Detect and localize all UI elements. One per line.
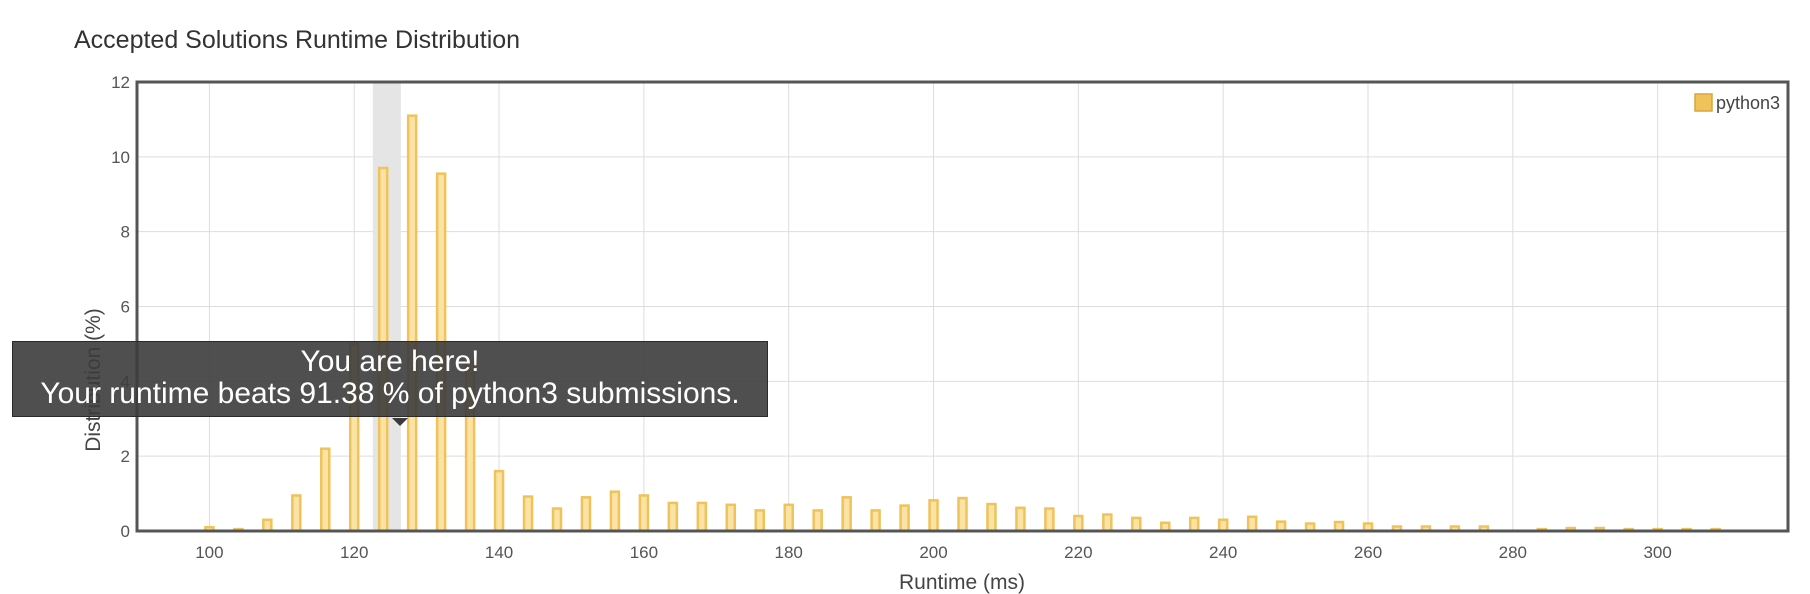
bar[interactable] <box>291 494 302 533</box>
x-tick-label: 180 <box>775 543 803 562</box>
x-tick-label: 100 <box>195 543 223 562</box>
x-tick-label: 140 <box>485 543 513 562</box>
bar[interactable] <box>1102 513 1113 533</box>
y-tick-label: 6 <box>121 298 130 317</box>
legend[interactable]: python3 <box>1694 93 1780 113</box>
runtime-tooltip: You are here! Your runtime beats 91.38 %… <box>12 341 768 426</box>
chart-title: Accepted Solutions Runtime Distribution <box>74 26 520 54</box>
bar[interactable] <box>1044 507 1055 533</box>
x-tick-label: 240 <box>1209 543 1237 562</box>
y-tick-label: 2 <box>121 447 130 466</box>
tooltip-message: Your runtime beats 91.38 % of python3 su… <box>40 377 740 410</box>
bar[interactable] <box>812 509 823 533</box>
bar[interactable] <box>493 469 505 533</box>
x-tick-label: 220 <box>1064 543 1092 562</box>
bar[interactable] <box>522 495 534 533</box>
bar[interactable] <box>841 496 852 533</box>
bar[interactable] <box>754 509 765 533</box>
y-tick-label: 8 <box>121 223 130 242</box>
bar[interactable] <box>609 490 621 533</box>
legend-swatch <box>1694 93 1713 112</box>
legend-label: python3 <box>1716 93 1780 113</box>
tooltip-pointer <box>392 418 408 426</box>
bar[interactable] <box>1188 516 1200 533</box>
x-tick-label: 120 <box>340 543 368 562</box>
bar[interactable] <box>783 503 794 533</box>
bar[interactable] <box>928 499 939 533</box>
bar[interactable] <box>725 503 737 533</box>
bar[interactable] <box>696 501 708 533</box>
x-tick-labels: 100 120 140 160 180 200 220 240 260 280 300 <box>195 543 1672 562</box>
y-tick-label: 0 <box>121 522 130 541</box>
bar[interactable] <box>1073 514 1084 533</box>
x-axis-label: Runtime (ms) <box>899 571 1025 594</box>
bar[interactable] <box>1131 516 1142 533</box>
bar[interactable] <box>262 518 273 533</box>
axes <box>135 80 1790 533</box>
bar[interactable] <box>638 494 650 533</box>
bar[interactable] <box>899 504 910 533</box>
y-tick-label: 12 <box>111 73 130 92</box>
bar[interactable] <box>870 509 881 533</box>
x-tick-label: 200 <box>919 543 947 562</box>
bar[interactable] <box>580 496 592 533</box>
bar[interactable] <box>551 507 563 533</box>
x-tick-label: 260 <box>1354 543 1382 562</box>
bar[interactable] <box>667 501 679 533</box>
tooltip-title: You are here! <box>300 345 480 378</box>
bar[interactable] <box>406 114 418 533</box>
x-tick-label: 300 <box>1643 543 1671 562</box>
plot-border <box>135 80 1790 533</box>
y-tick-labels: 024681012 <box>111 73 130 541</box>
bar[interactable] <box>1015 506 1026 533</box>
bar[interactable] <box>1217 518 1229 533</box>
bar[interactable] <box>957 496 968 533</box>
x-tick-label: 160 <box>630 543 658 562</box>
bar[interactable] <box>320 447 331 533</box>
bar[interactable] <box>986 502 997 533</box>
y-tick-label: 10 <box>111 148 130 167</box>
x-tick-label: 280 <box>1499 543 1527 562</box>
bar[interactable] <box>1246 515 1258 533</box>
